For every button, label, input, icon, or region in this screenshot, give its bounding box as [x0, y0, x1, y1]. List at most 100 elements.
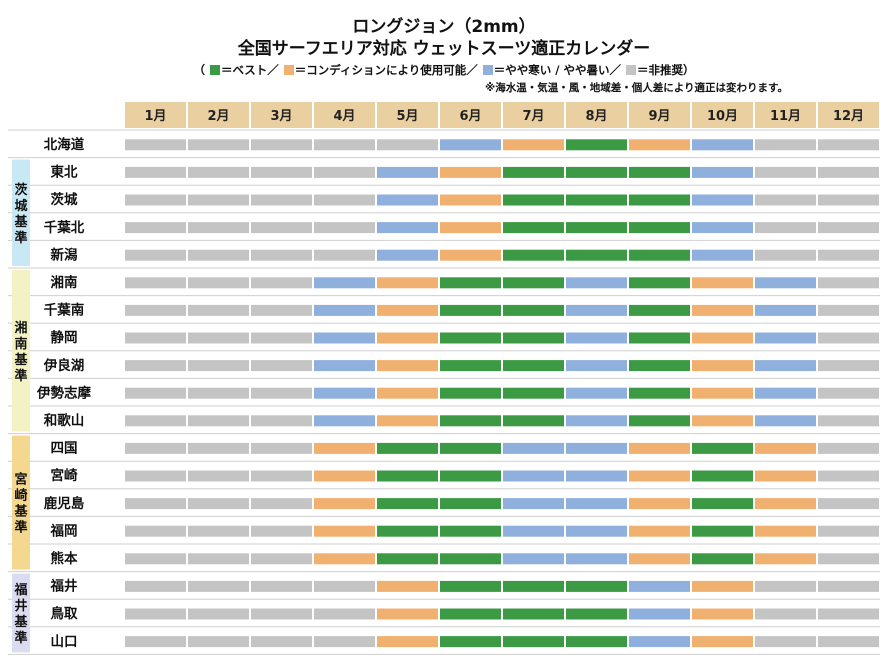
- month-status-bar: [251, 139, 312, 151]
- month-status-bar: [566, 304, 627, 316]
- area-name: 鹿児島: [43, 495, 85, 512]
- month-status-bar: [692, 194, 753, 206]
- month-status-bar: [188, 636, 249, 648]
- month-status-bar: [755, 360, 816, 372]
- month-status-bar: [566, 387, 627, 399]
- month-status-bar: [566, 139, 627, 151]
- month-status-bar: [125, 415, 186, 427]
- month-status-bar: [440, 249, 501, 261]
- month-status-bar: [818, 470, 879, 482]
- month-status-bar: [566, 277, 627, 289]
- month-header-cell: [629, 102, 690, 128]
- month-status-bar: [251, 442, 312, 454]
- month-status-bar: [314, 608, 375, 620]
- month-label: 12月: [833, 109, 864, 124]
- month-status-bar: [251, 415, 312, 427]
- month-status-bar: [440, 442, 501, 454]
- month-status-bar: [188, 277, 249, 289]
- month-status-bar: [755, 608, 816, 620]
- month-status-bar: [503, 139, 564, 151]
- month-status-bar: [755, 525, 816, 537]
- month-status-bar: [818, 525, 879, 537]
- month-status-bar: [629, 498, 690, 510]
- month-status-bar: [188, 498, 249, 510]
- month-status-bar: [377, 360, 438, 372]
- month-status-bar: [818, 332, 879, 344]
- month-status-bar: [125, 442, 186, 454]
- month-status-bar: [125, 166, 186, 178]
- month-status-bar: [629, 415, 690, 427]
- month-status-bar: [440, 525, 501, 537]
- month-status-bar: [377, 498, 438, 510]
- month-status-bar: [188, 387, 249, 399]
- legend-usable-swatch: [283, 65, 294, 75]
- month-status-bar: [188, 442, 249, 454]
- month-status-bar: [755, 332, 816, 344]
- month-status-bar: [251, 608, 312, 620]
- month-status-bar: [503, 498, 564, 510]
- area-name: 北海道: [44, 136, 85, 153]
- month-status-bar: [566, 332, 627, 344]
- month-status-bar: [629, 580, 690, 592]
- month-status-bar: [755, 222, 816, 234]
- month-status-bar: [629, 332, 690, 344]
- month-header-cell: [188, 102, 249, 128]
- group-label-char: 宮: [14, 472, 27, 488]
- area-name: 新潟: [51, 246, 78, 263]
- group-label-char: 福: [13, 582, 27, 598]
- month-status-bar: [251, 498, 312, 510]
- month-status-bar: [188, 608, 249, 620]
- area-name: 伊良湖: [43, 357, 85, 374]
- month-label: 6月: [459, 109, 481, 124]
- month-status-bar: [629, 249, 690, 261]
- month-status-bar: [314, 277, 375, 289]
- month-status-bar: [692, 470, 753, 482]
- month-status-bar: [566, 470, 627, 482]
- month-status-bar: [440, 304, 501, 316]
- month-status-bar: [629, 360, 690, 372]
- month-status-bar: [566, 525, 627, 537]
- month-status-bar: [125, 470, 186, 482]
- month-status-bar: [125, 139, 186, 151]
- month-status-bar: [755, 249, 816, 261]
- month-status-bar: [755, 442, 816, 454]
- month-status-bar: [440, 166, 501, 178]
- month-status-bar: [503, 360, 564, 372]
- legend-not-recommended-label: ＝非推奨）: [636, 63, 695, 77]
- month-status-bar: [314, 332, 375, 344]
- month-status-bar: [377, 580, 438, 592]
- group-label-char: 茨: [14, 182, 28, 198]
- month-label: 5月: [396, 109, 418, 124]
- group-label-char: 湘: [14, 320, 27, 336]
- month-status-bar: [692, 387, 753, 399]
- month-status-bar: [125, 194, 186, 206]
- month-status-bar: [755, 415, 816, 427]
- area-name: 千葉北: [44, 219, 85, 236]
- month-header-cell: [251, 102, 312, 128]
- month-status-bar: [755, 304, 816, 316]
- month-status-bar: [314, 249, 375, 261]
- legend-mild-swatch: [482, 65, 493, 75]
- month-header-cell: [377, 102, 438, 128]
- month-status-bar: [629, 304, 690, 316]
- month-status-bar: [314, 166, 375, 178]
- month-label: 3月: [270, 109, 292, 124]
- month-header-cell: [503, 102, 564, 128]
- group-label-char: 基: [13, 214, 28, 230]
- group-label-char: 準: [14, 368, 27, 384]
- month-status-bar: [125, 249, 186, 261]
- month-status-bar: [125, 580, 186, 592]
- month-status-bar: [377, 553, 438, 565]
- month-status-bar: [440, 332, 501, 344]
- month-status-bar: [629, 166, 690, 178]
- month-status-bar: [440, 580, 501, 592]
- month-header-cell: [314, 102, 375, 128]
- month-status-bar: [692, 636, 753, 648]
- month-status-bar: [125, 332, 186, 344]
- month-status-bar: [188, 249, 249, 261]
- month-status-bar: [692, 166, 753, 178]
- group-label-bar: [12, 159, 30, 266]
- month-status-bar: [314, 415, 375, 427]
- month-status-bar: [692, 608, 753, 620]
- month-status-bar: [125, 222, 186, 234]
